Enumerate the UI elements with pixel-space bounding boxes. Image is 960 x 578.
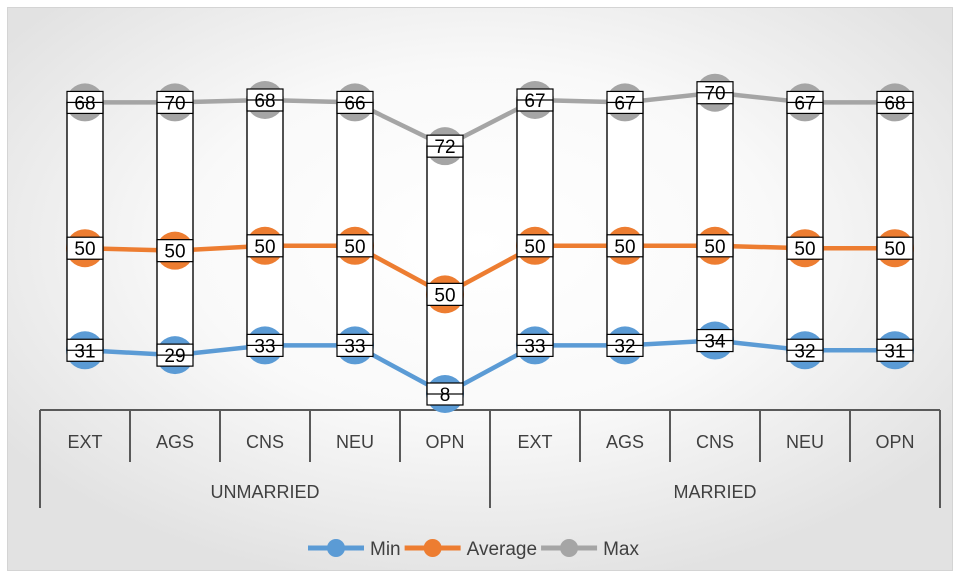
data-label: 50 (614, 237, 635, 258)
data-label: 32 (614, 336, 635, 357)
group-label: UNMARRIED (210, 482, 319, 502)
high-low-bar-outline (336, 101, 374, 347)
data-labels: 68 70 68 66 72 67 67 70 67 68 50 50 50 50 50 50 50 50 50 50… (66, 81, 914, 406)
legend-label: Max (603, 539, 639, 560)
high-low-bar (246, 99, 284, 347)
data-label: 34 (704, 332, 726, 353)
high-low-bar-outline (426, 145, 464, 395)
category-label: CNS (246, 432, 284, 452)
data-label: 32 (794, 341, 815, 362)
data-label: 67 (794, 93, 815, 114)
data-label: 70 (704, 84, 725, 105)
high-low-bar-outline (66, 101, 104, 351)
category-label: NEU (786, 432, 824, 452)
data-label: 8 (440, 385, 451, 406)
high-low-bar (876, 101, 914, 351)
data-label: 50 (74, 239, 95, 260)
series-line-average (82, 243, 898, 297)
legend-label: Min (370, 539, 401, 560)
legend-marker-average (423, 539, 442, 557)
data-label: 31 (74, 341, 95, 362)
high-low-bar (336, 101, 374, 347)
group-label: MARRIED (673, 482, 756, 502)
high-low-bar (786, 101, 824, 351)
high-low-bar (66, 101, 104, 351)
high-low-bar-outline (606, 101, 644, 347)
data-label: 67 (524, 91, 545, 112)
data-label: 50 (524, 237, 545, 258)
legend-label: Average (467, 539, 537, 560)
data-label: 33 (254, 336, 275, 357)
category-label: OPN (875, 432, 914, 452)
data-label: 31 (884, 341, 905, 362)
data-label: 50 (434, 285, 455, 306)
high-low-bar (156, 101, 194, 356)
category-label: AGS (156, 432, 194, 452)
category-label: OPN (425, 432, 464, 452)
category-label: EXT (67, 432, 102, 452)
high-low-bar (696, 92, 734, 342)
high-low-bars (66, 92, 914, 395)
high-low-bar-outline (156, 101, 194, 356)
series-lines (82, 90, 898, 397)
high-low-bar (516, 99, 554, 347)
high-low-bar-outline (786, 101, 824, 351)
data-label: 67 (614, 93, 635, 114)
legend-marker-min (327, 539, 345, 557)
data-label: 50 (254, 237, 275, 258)
data-label: 50 (344, 237, 365, 258)
series-line-max (82, 90, 898, 149)
data-label: 33 (524, 336, 545, 357)
high-low-bar-outline (246, 99, 284, 347)
category-label: CNS (696, 432, 734, 452)
data-label: 68 (74, 93, 95, 114)
high-low-bar-outline (696, 92, 734, 342)
legend-marker-max (560, 539, 579, 557)
high-low-bar-outline (876, 101, 914, 351)
data-label: 50 (164, 242, 185, 263)
category-label: NEU (336, 432, 374, 452)
data-label: 72 (434, 137, 455, 158)
high-low-bar-outline (516, 99, 554, 347)
data-label: 70 (164, 93, 185, 114)
legend: Min Average Max (308, 539, 639, 560)
data-label: 68 (884, 93, 905, 114)
category-axis: EXT AGS CNS NEU OPN EXT AGS CNS NEU OPN UNMARRIED M… (39, 409, 941, 508)
data-label: 33 (344, 336, 365, 357)
high-low-bar (426, 145, 464, 395)
data-label: 66 (344, 93, 365, 114)
data-label: 29 (164, 346, 185, 367)
data-label: 50 (704, 237, 725, 258)
category-label: AGS (606, 432, 644, 452)
category-label: EXT (517, 432, 552, 452)
data-label: 50 (884, 239, 905, 260)
high-low-bar (606, 101, 644, 347)
series-line-min (82, 338, 898, 397)
data-label: 68 (254, 91, 275, 112)
data-label: 50 (794, 239, 815, 260)
